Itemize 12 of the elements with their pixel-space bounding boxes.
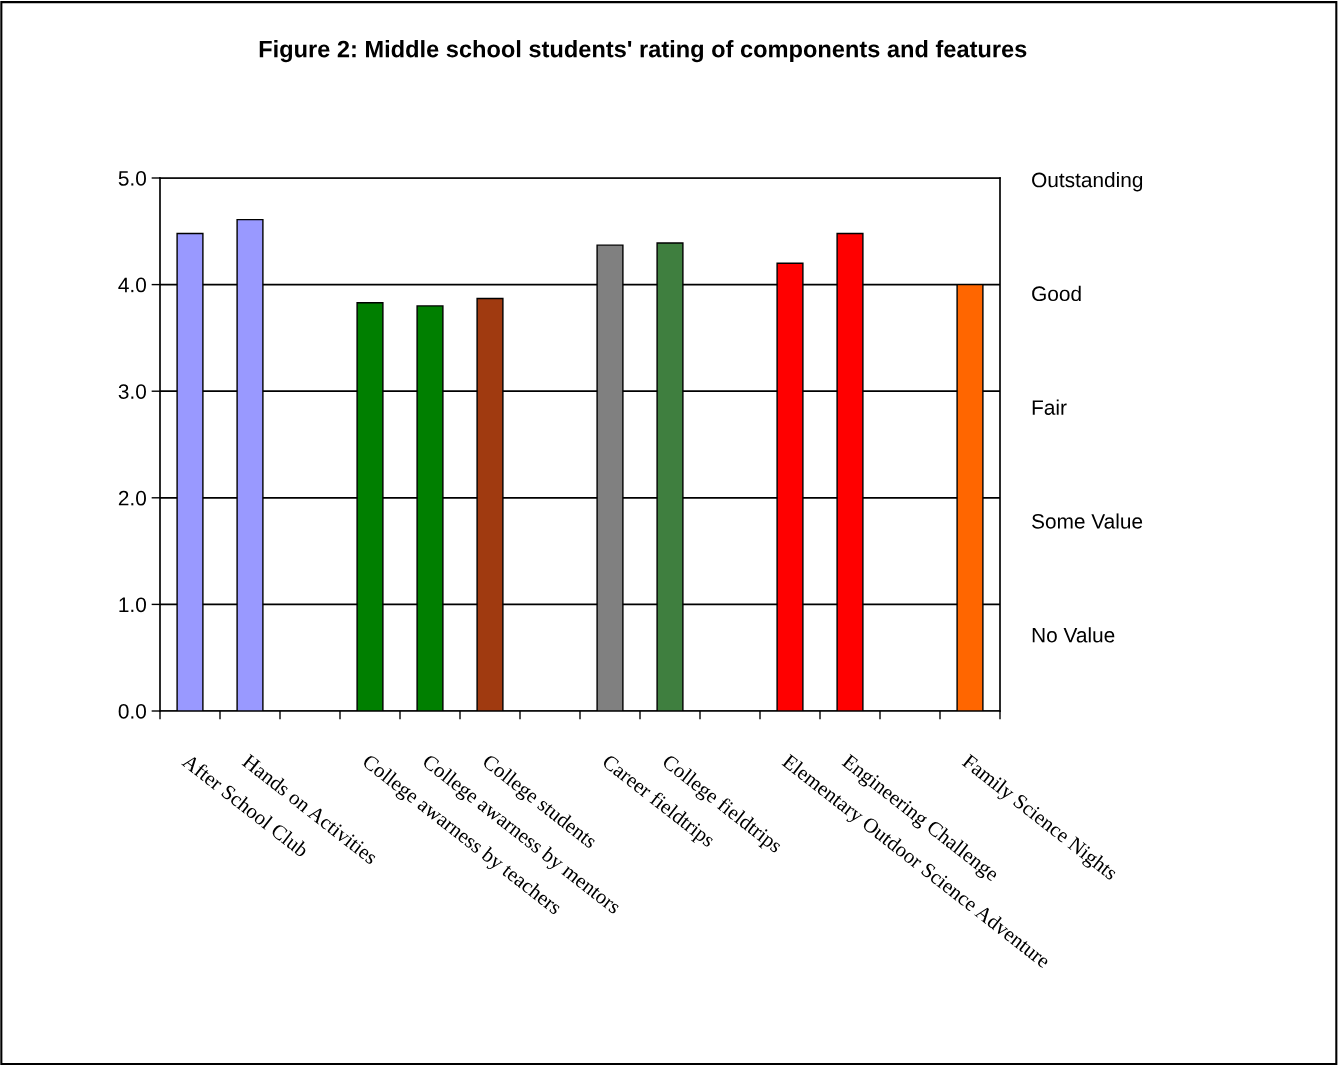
y-tick-label: 2.0 (118, 490, 146, 506)
y-tick-label: 5.0 (118, 171, 146, 186)
text: No Value (1032, 627, 1115, 643)
y-tick-label: 1.0 (119, 597, 146, 613)
y-tick-label: 4.0 (118, 277, 146, 293)
y-tick-label: 0.0 (118, 704, 146, 719)
chart-title: Figure 2: Middle school students' rating of components and features (259, 40, 1027, 63)
text: Some Value (1032, 513, 1143, 529)
text: Outstanding (1032, 172, 1143, 192)
text: Fair (1032, 399, 1067, 415)
y-tick-label: 3.0 (118, 384, 146, 399)
text: Good (1032, 285, 1081, 302)
